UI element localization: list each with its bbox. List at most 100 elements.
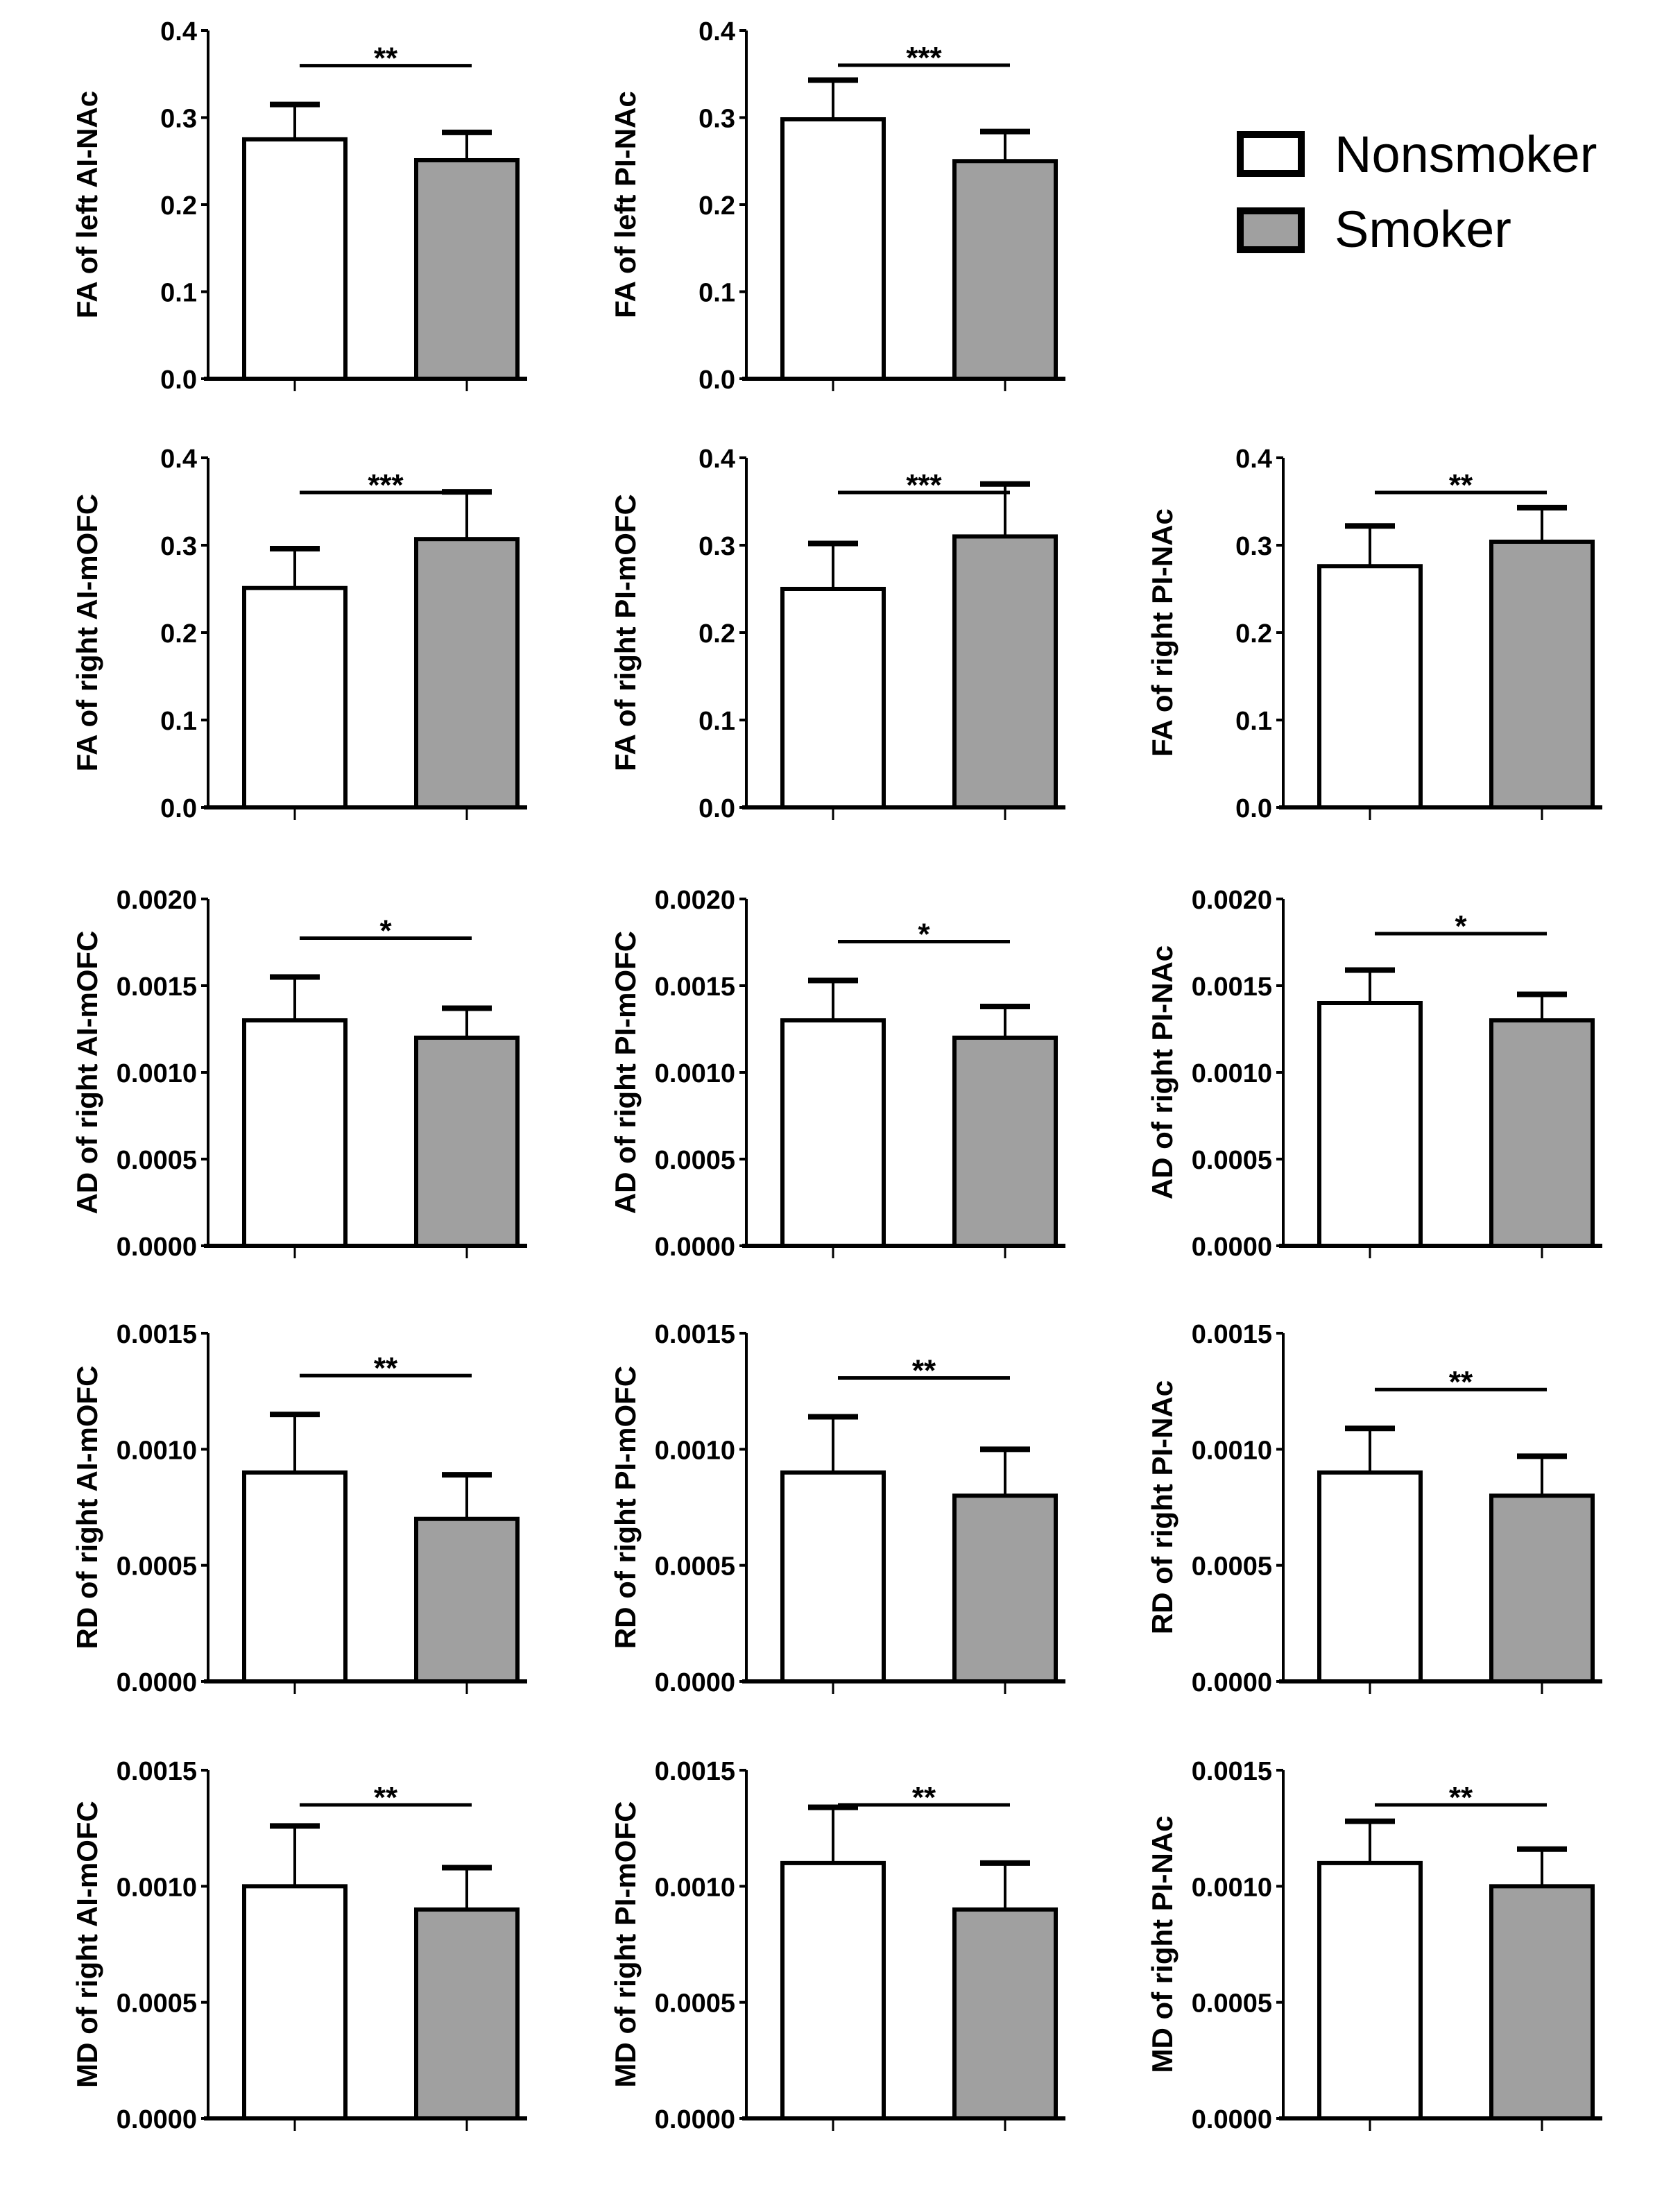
y-tick-label: 0.0015 xyxy=(655,972,735,1002)
y-tick-label: 0.4 xyxy=(160,17,197,46)
panel-12: 0.0000 0.0005 0.0010 0.0015 MD of right PI-m… xyxy=(609,1757,1065,2134)
legend-swatch-smoker xyxy=(1237,207,1305,253)
y-tick-label: 0.0005 xyxy=(117,1146,197,1175)
y-tick-label: 0.2 xyxy=(160,619,197,649)
y-tick-label: 0.0005 xyxy=(1192,1552,1272,1582)
bar-smoker xyxy=(1489,1493,1595,1683)
y-tick-label: 0.0010 xyxy=(1192,1059,1272,1088)
y-tick-label: 0.0000 xyxy=(1192,2105,1272,2134)
y-tick-label: 0.0010 xyxy=(117,1059,197,1088)
y-axis-label: RD of right PI-NAc xyxy=(1146,1380,1178,1634)
y-tick-label: 0.0 xyxy=(698,366,735,395)
y-tick-label: 0.0000 xyxy=(117,1233,197,1262)
bar-smoker xyxy=(1489,1884,1595,2120)
y-tick-label: 0.1 xyxy=(160,707,197,736)
y-tick-label: 0.0010 xyxy=(117,1873,197,1902)
bar-nonsmoker xyxy=(780,1018,886,1248)
y-axis-label: FA of left AI-NAc xyxy=(71,91,103,318)
y-axis-label: FA of right PI-mOFC xyxy=(609,494,642,771)
y-axis-label: RD of right AI-mOFC xyxy=(71,1365,103,1649)
y-tick-label: 0.0 xyxy=(1235,794,1272,823)
y-tick-label: 0.0020 xyxy=(655,886,735,915)
y-axis-label: FA of right AI-mOFC xyxy=(71,494,103,772)
significance-stars: * xyxy=(918,918,930,952)
bar-smoker xyxy=(414,1907,520,2121)
panel-2: 0.0 0.1 0.2 0.3 0.4 FA of right AI-mOFC *** xyxy=(71,445,527,823)
bar-smoker xyxy=(414,1036,520,1248)
y-tick-label: 0.0005 xyxy=(655,1552,735,1582)
y-tick-label: 0.3 xyxy=(1235,532,1272,561)
y-tick-label: 0.0020 xyxy=(117,886,197,915)
significance-stars: ** xyxy=(374,42,398,76)
bar-nonsmoker xyxy=(1317,1860,1423,2121)
panel-0: 0.0 0.1 0.2 0.3 0.4 FA of left AI-NAc ** xyxy=(71,17,527,395)
bar-smoker xyxy=(952,1493,1058,1683)
y-tick-label: 0.1 xyxy=(160,279,197,308)
y-tick-label: 0.4 xyxy=(160,445,197,474)
y-tick-label: 0.1 xyxy=(698,707,735,736)
y-tick-label: 0.0005 xyxy=(117,1989,197,2019)
y-tick-label: 0.0020 xyxy=(1192,886,1272,915)
significance-stars: ** xyxy=(374,1351,398,1385)
y-tick-label: 0.0010 xyxy=(1192,1436,1272,1465)
y-tick-label: 0.0015 xyxy=(655,1320,735,1349)
panel-1: 0.0 0.1 0.2 0.3 0.4 FA of left PI-NAc *** xyxy=(609,17,1065,395)
bar-smoker xyxy=(952,1907,1058,2121)
panel-8: 0.0000 0.0005 0.0010 0.0015 RD of right AI-m… xyxy=(71,1320,527,1697)
y-tick-label: 0.0005 xyxy=(655,1989,735,2019)
y-tick-label: 0.0000 xyxy=(655,2105,735,2134)
y-tick-label: 0.0000 xyxy=(655,1233,735,1262)
y-axis-label: AD of right AI-mOFC xyxy=(71,930,103,1214)
y-tick-label: 0.0005 xyxy=(1192,1989,1272,2019)
y-tick-label: 0.0015 xyxy=(1192,1757,1272,1786)
bar-smoker xyxy=(414,157,520,381)
bar-nonsmoker xyxy=(242,585,348,809)
y-axis-label: RD of right PI-mOFC xyxy=(609,1366,642,1649)
y-tick-label: 0.0010 xyxy=(1192,1873,1272,1902)
legend-swatch-nonsmoker xyxy=(1237,131,1305,177)
panel-11: 0.0000 0.0005 0.0010 0.0015 MD of right AI-m… xyxy=(71,1757,527,2134)
y-axis-label: FA of left PI-NAc xyxy=(609,91,642,318)
bar-smoker xyxy=(1489,539,1595,810)
y-tick-label: 0.2 xyxy=(1235,619,1272,649)
y-tick-label: 0.0 xyxy=(160,366,197,395)
panel-6: 0.0000 0.0005 0.0010 0.0015 0.0020 AD of righ… xyxy=(609,886,1065,1262)
bar-nonsmoker xyxy=(780,1470,886,1684)
y-tick-label: 0.0010 xyxy=(655,1059,735,1088)
y-tick-label: 0.2 xyxy=(160,191,197,221)
y-tick-label: 0.0 xyxy=(698,794,735,823)
y-tick-label: 0.0005 xyxy=(1192,1146,1272,1175)
y-tick-label: 0.0000 xyxy=(1192,1668,1272,1697)
bar-smoker xyxy=(414,537,520,809)
legend-label-smoker: Smoker xyxy=(1335,200,1511,258)
bar-nonsmoker xyxy=(242,1018,348,1248)
legend-label-nonsmoker: Nonsmoker xyxy=(1335,126,1597,183)
significance-stars: ** xyxy=(912,1353,936,1387)
bar-smoker xyxy=(952,534,1058,810)
y-tick-label: 0.0005 xyxy=(655,1146,735,1175)
significance-stars: * xyxy=(379,914,392,948)
significance-stars: ** xyxy=(1449,468,1473,502)
significance-stars: *** xyxy=(906,41,942,75)
y-tick-label: 0.0000 xyxy=(655,1668,735,1697)
panel-7: 0.0000 0.0005 0.0010 0.0015 0.0020 AD of righ… xyxy=(1146,886,1602,1262)
y-tick-label: 0.1 xyxy=(698,279,735,308)
bar-nonsmoker xyxy=(1317,1470,1423,1684)
y-tick-label: 0.0010 xyxy=(117,1436,197,1465)
y-tick-label: 0.3 xyxy=(160,532,197,561)
bar-smoker xyxy=(1489,1018,1595,1248)
y-axis-label: FA of right PI-NAc xyxy=(1146,508,1178,757)
panel-3: 0.0 0.1 0.2 0.3 0.4 FA of right PI-mOFC *** xyxy=(609,445,1065,823)
y-axis-label: MD of right AI-mOFC xyxy=(71,1801,103,2088)
significance-stars: ** xyxy=(1449,1781,1473,1815)
bar-nonsmoker xyxy=(242,1470,348,1684)
y-tick-label: 0.0015 xyxy=(655,1757,735,1786)
bar-smoker xyxy=(952,1036,1058,1248)
y-tick-label: 0.4 xyxy=(698,445,735,474)
bar-nonsmoker xyxy=(780,117,886,381)
significance-stars: *** xyxy=(906,468,942,502)
legend: Nonsmoker Smoker xyxy=(1237,126,1597,258)
y-axis-label: MD of right PI-mOFC xyxy=(609,1801,642,2088)
y-tick-label: 0.2 xyxy=(698,619,735,649)
